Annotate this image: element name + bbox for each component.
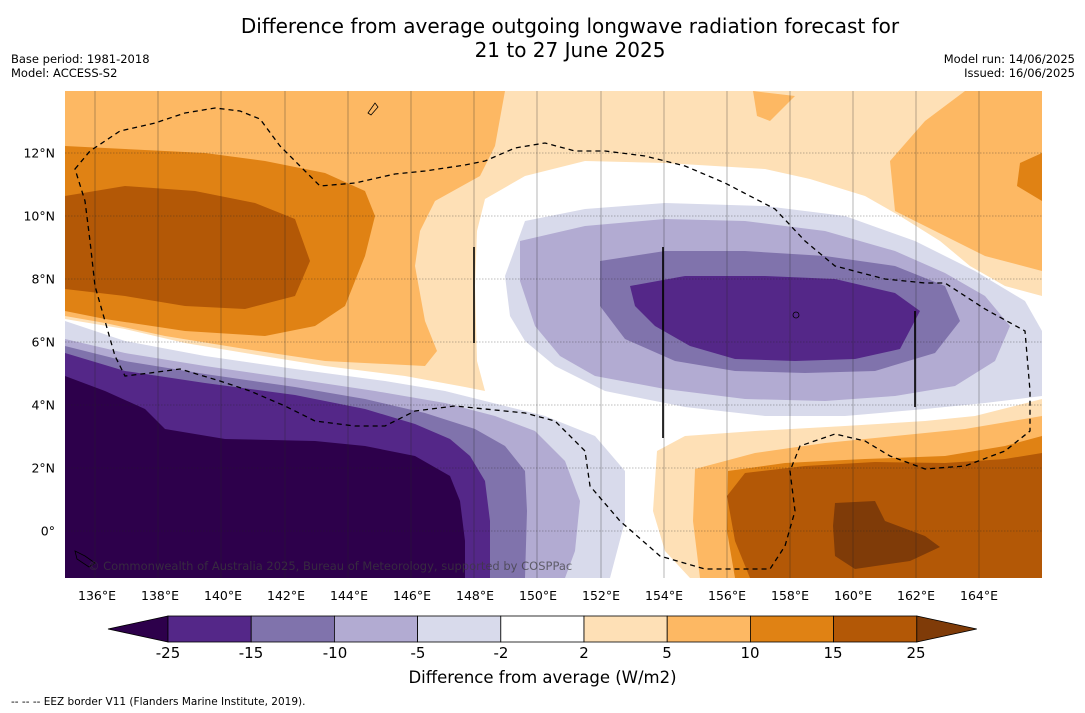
colorbar-segment bbox=[833, 615, 918, 643]
x-tick-label: 140°E bbox=[203, 588, 243, 603]
model-info: Base period: 1981-2018 Model: ACCESS-S2 bbox=[11, 52, 150, 80]
colorbar-segment bbox=[417, 615, 502, 643]
colorbar-extend-low bbox=[107, 615, 169, 643]
x-tick-label: 136°E bbox=[77, 588, 117, 603]
contour-5-10-northeast bbox=[890, 91, 1042, 271]
map-credit: © Commonwealth of Australia 2025, Bureau… bbox=[88, 559, 573, 573]
x-tick-label: 146°E bbox=[392, 588, 432, 603]
y-tick-label: 4°N bbox=[31, 397, 55, 413]
model-run: Model run: 14/06/2025 bbox=[943, 52, 1075, 66]
title-line-1: Difference from average outgoing longwav… bbox=[240, 14, 900, 38]
map-title: Difference from average outgoing longwav… bbox=[0, 14, 1085, 62]
island-outline bbox=[74, 550, 96, 568]
colorbar-title: Difference from average (W/m2) bbox=[408, 668, 677, 687]
colorbar-label: 2 bbox=[579, 644, 589, 662]
anomaly-map bbox=[65, 91, 1042, 578]
island-outline bbox=[792, 311, 800, 319]
colorbar-label: -5 bbox=[410, 644, 426, 662]
x-tick-label: 150°E bbox=[518, 588, 558, 603]
colorbar-label: -15 bbox=[238, 644, 264, 662]
contour-minus15-minus25-central bbox=[630, 276, 920, 361]
contour-15-25-north bbox=[65, 186, 310, 309]
colorbar bbox=[107, 615, 977, 643]
x-tick-label: 160°E bbox=[833, 588, 873, 603]
y-tick-label: 8°N bbox=[31, 271, 55, 287]
x-tick-label: 148°E bbox=[455, 588, 495, 603]
island-outline bbox=[367, 102, 379, 116]
y-tick-label: 2°N bbox=[31, 460, 55, 476]
colorbar-segment bbox=[250, 615, 335, 643]
run-info: Model run: 14/06/2025 Issued: 16/06/2025 bbox=[944, 52, 1075, 80]
x-tick-label: 154°E bbox=[644, 588, 684, 603]
colorbar-segment bbox=[333, 615, 418, 643]
y-tick-label: 10°N bbox=[23, 208, 55, 224]
contour-5-10-patch bbox=[753, 91, 795, 121]
colorbar-label: -2 bbox=[493, 644, 509, 662]
x-tick-label: 156°E bbox=[707, 588, 747, 603]
base-period: Base period: 1981-2018 bbox=[11, 52, 150, 66]
contour-15-25-southeast bbox=[727, 453, 1042, 578]
colorbar-label: -25 bbox=[155, 644, 181, 662]
x-tick-label: 158°E bbox=[770, 588, 810, 603]
eez-border bbox=[74, 107, 1031, 570]
contour-10-15-east bbox=[1017, 153, 1042, 201]
colorbar-label: 25 bbox=[906, 644, 926, 662]
colorbar-label: 10 bbox=[740, 644, 760, 662]
x-tick-label: 162°E bbox=[896, 588, 936, 603]
x-tick-label: 144°E bbox=[329, 588, 369, 603]
colorbar-segment bbox=[666, 615, 751, 643]
latitude-gridlines bbox=[65, 152, 1042, 532]
contour-minus25-southwest bbox=[65, 376, 465, 578]
eez-footnote: -- -- -- EEZ border V11 (Flanders Marine… bbox=[11, 696, 306, 708]
y-tick-label: 6°N bbox=[31, 334, 55, 350]
title-line-2: 21 to 27 June 2025 bbox=[474, 38, 666, 62]
colorbar-label: 5 bbox=[662, 644, 672, 662]
y-tick-label: 12°N bbox=[23, 145, 55, 161]
island-marks bbox=[473, 247, 916, 438]
model-name: Model: ACCESS-S2 bbox=[11, 66, 118, 80]
contour-25-plus-southeast bbox=[833, 501, 940, 569]
x-tick-label: 164°E bbox=[959, 588, 999, 603]
colorbar-segment bbox=[500, 615, 585, 643]
y-tick-label: 0° bbox=[40, 523, 55, 539]
colorbar-extend-high bbox=[916, 615, 977, 643]
x-tick-label: 142°E bbox=[266, 588, 306, 603]
colorbar-segment bbox=[750, 615, 835, 643]
colorbar-segment bbox=[583, 615, 668, 643]
colorbar-label: -10 bbox=[322, 644, 348, 662]
x-tick-label: 138°E bbox=[140, 588, 180, 603]
issued-date: Issued: 16/06/2025 bbox=[964, 66, 1075, 80]
x-tick-label: 152°E bbox=[581, 588, 621, 603]
colorbar-label: 15 bbox=[823, 644, 843, 662]
colorbar-segment bbox=[167, 615, 252, 643]
